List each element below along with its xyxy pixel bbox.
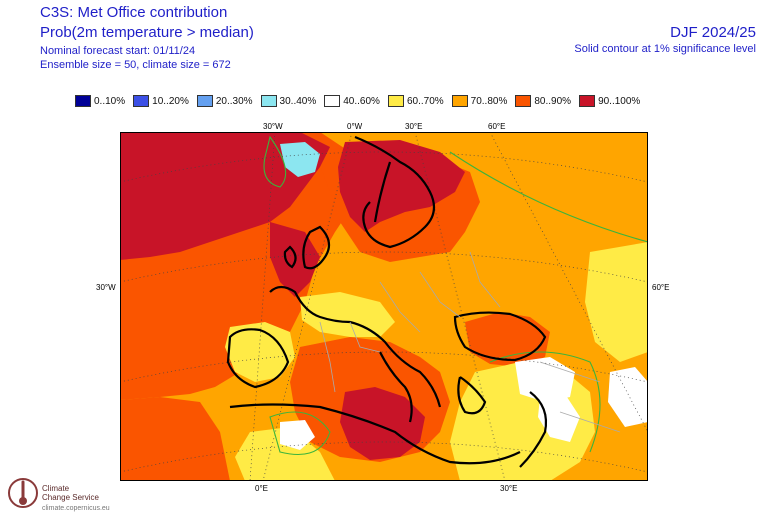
legend-label: 0..10% (94, 95, 126, 107)
legend-swatch (260, 95, 277, 107)
lat-tick-right: 60°E (652, 283, 670, 292)
lon-tick-bottom: 30°E (500, 484, 518, 493)
forecast-start-label: Nominal forecast start: 01/11/24 (40, 45, 196, 57)
chart-subtitle: Prob(2m temperature > median) (40, 24, 254, 41)
legend-label: 20..30% (215, 95, 253, 107)
legend-swatch (75, 95, 91, 107)
field-60-70-nafrica (235, 427, 335, 481)
legend-item: 20..30% (196, 95, 253, 107)
legend-swatch (579, 95, 596, 107)
field-40-60-nafrica (280, 420, 315, 450)
legend-label: 30..40% (279, 95, 317, 107)
legend-item: 90..100% (579, 95, 640, 107)
logo-line2: Change Service (42, 493, 99, 502)
color-legend: 0..10% 10..20% 20..30% 30..40% 40..60% 6… (75, 94, 648, 108)
field-60-70-central (300, 292, 395, 337)
field-90-100-atlantic (120, 132, 330, 260)
map-svg (120, 132, 648, 481)
legend-swatch (451, 95, 468, 107)
legend-item: 40..60% (324, 95, 380, 107)
field-80-90-blacksea (465, 312, 550, 367)
field-80-90-nafrica (120, 397, 230, 481)
legend-item: 60..70% (387, 95, 444, 107)
legend-item: 0..10% (75, 95, 125, 107)
legend-swatch (515, 95, 532, 107)
country-borders (319, 251, 621, 433)
legend-item: 80..90% (515, 95, 571, 107)
field-60-70-iberia (225, 322, 295, 382)
climate-logo-icon (8, 478, 38, 508)
field-40-60-caspian (608, 367, 648, 427)
legend-label: 10..20% (152, 95, 189, 107)
significance-note: Solid contour at 1% significance level (574, 43, 756, 55)
field-40-60-levant (538, 394, 580, 442)
logo-url[interactable]: climate.copernicus.eu (42, 505, 110, 512)
legend-label: 90..100% (598, 95, 641, 107)
legend-label: 40..60% (343, 95, 380, 107)
legend-item: 10..20% (133, 95, 189, 107)
field-90-100-norway (338, 140, 465, 232)
lon-tick-top: 30°W (263, 122, 283, 131)
coastlines (226, 135, 548, 468)
probability-map (120, 132, 648, 481)
legend-label: 80..90% (534, 95, 572, 107)
legend-label: 60..70% (406, 95, 444, 107)
season-label: DJF 2024/25 (670, 24, 756, 41)
legend-swatch (387, 95, 404, 107)
legend-item: 70..80% (451, 95, 508, 107)
legend-label: 70..80% (470, 95, 508, 107)
lon-tick-top: 60°E (488, 122, 506, 131)
chart-title: C3S: Met Office contribution (40, 4, 228, 21)
map-frame (120, 132, 648, 481)
lon-tick-top: 0°W (347, 122, 363, 131)
legend-item: 30..40% (260, 95, 317, 107)
copernicus-logo: Climate Change Service climate.copernicu… (6, 474, 116, 516)
legend-swatch (133, 95, 150, 107)
lon-tick-bottom: 0°E (255, 484, 268, 493)
lat-tick-left: 30°W (96, 283, 116, 292)
legend-swatch (196, 95, 213, 107)
significance-contours (263, 135, 648, 456)
field-90-100-italy (340, 387, 425, 460)
ensemble-size-label: Ensemble size = 50, climate size = 672 (40, 59, 231, 71)
logo-line1: Climate (42, 484, 70, 493)
field-30-40-iceland (280, 142, 320, 177)
legend-swatch (324, 95, 341, 107)
lon-tick-top: 30°E (405, 122, 423, 131)
